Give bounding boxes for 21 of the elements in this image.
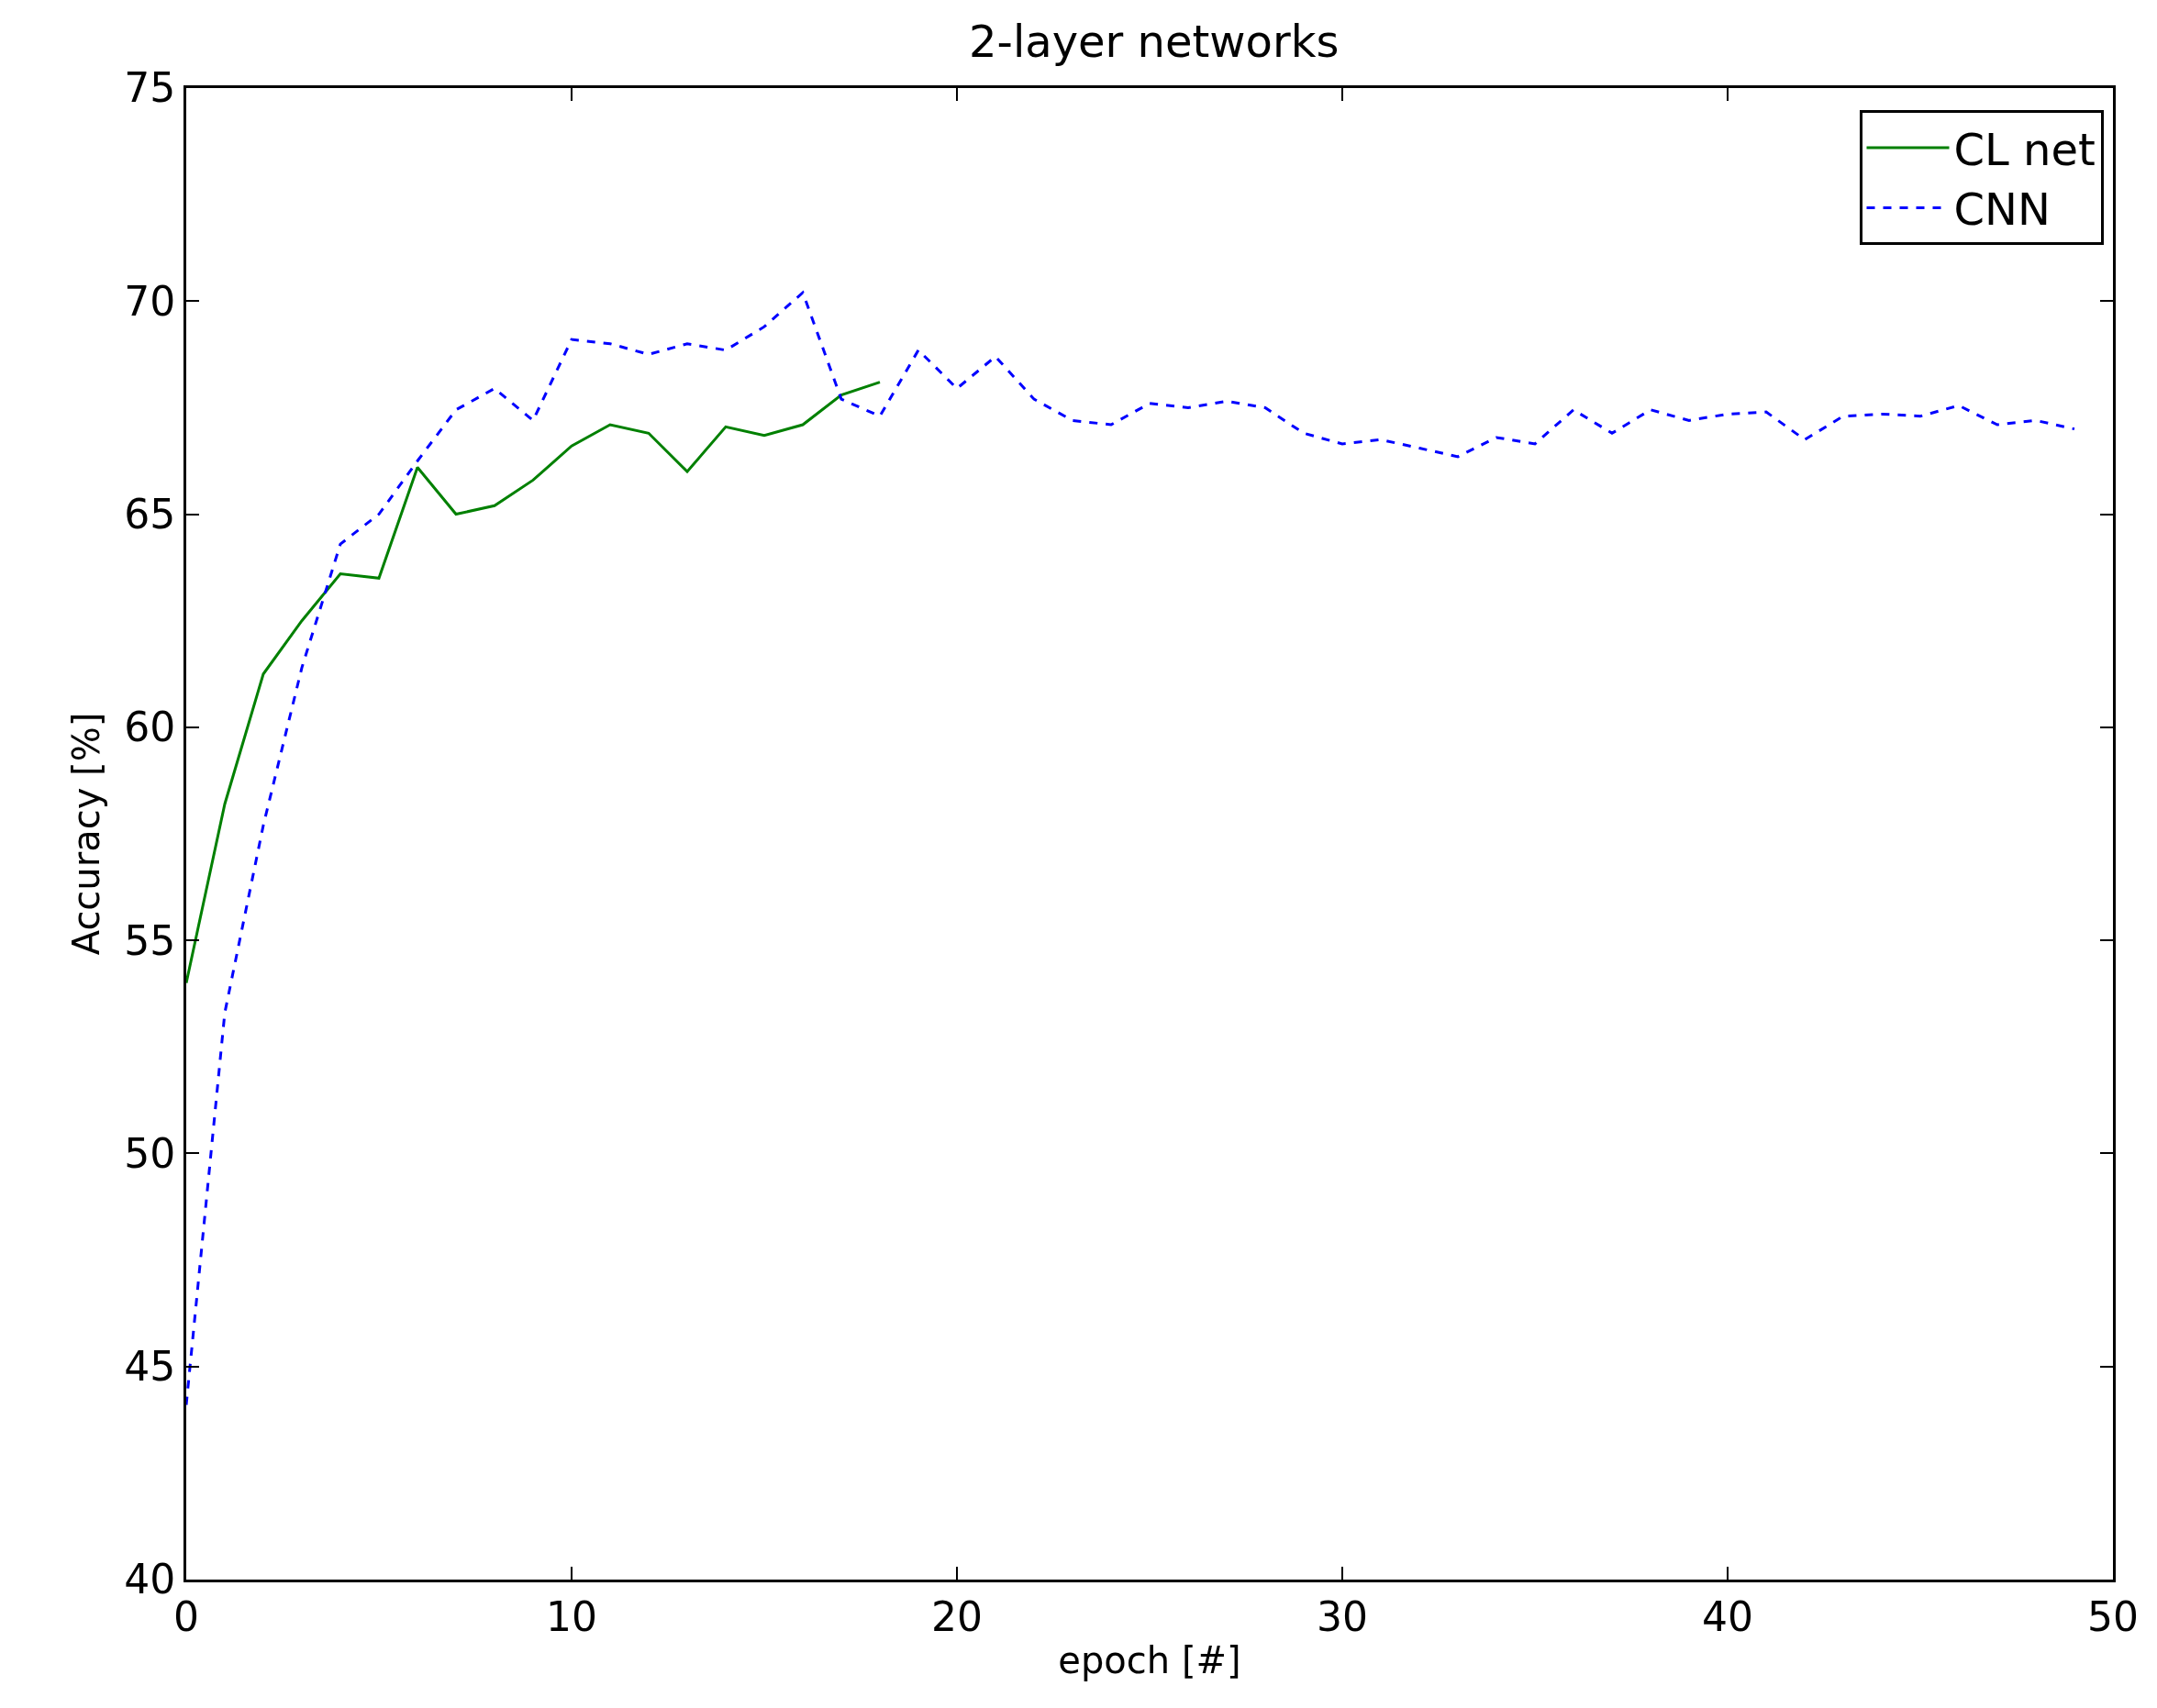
y-tick-label: 40 — [124, 1556, 176, 1603]
x-tick-label: 40 — [1702, 1592, 1753, 1640]
x-tick-label: 30 — [1317, 1592, 1368, 1640]
legend-label: CL net — [1953, 123, 2096, 175]
x-tick-label: 20 — [931, 1592, 983, 1640]
y-tick-label: 75 — [124, 64, 176, 112]
y-tick-label: 45 — [124, 1343, 176, 1391]
y-tick-label: 65 — [124, 490, 176, 538]
x-tick-label: 50 — [2087, 1592, 2139, 1640]
line-series — [186, 381, 882, 985]
x-tick-label: 0 — [173, 1592, 199, 1640]
x-tick-label: 10 — [546, 1592, 597, 1640]
y-tick-label: 60 — [124, 704, 176, 751]
line-series — [186, 291, 2076, 1407]
chart-title: 2-layer networks — [969, 15, 1340, 67]
y-tick-label: 50 — [124, 1129, 176, 1177]
x-axis-title: epoch [#] — [1058, 1639, 1241, 1682]
legend-label: CNN — [1953, 183, 2051, 236]
y-tick-label: 55 — [124, 916, 176, 964]
y-axis-title: Accuracy [%] — [64, 712, 107, 956]
y-tick-label: 70 — [124, 277, 176, 325]
